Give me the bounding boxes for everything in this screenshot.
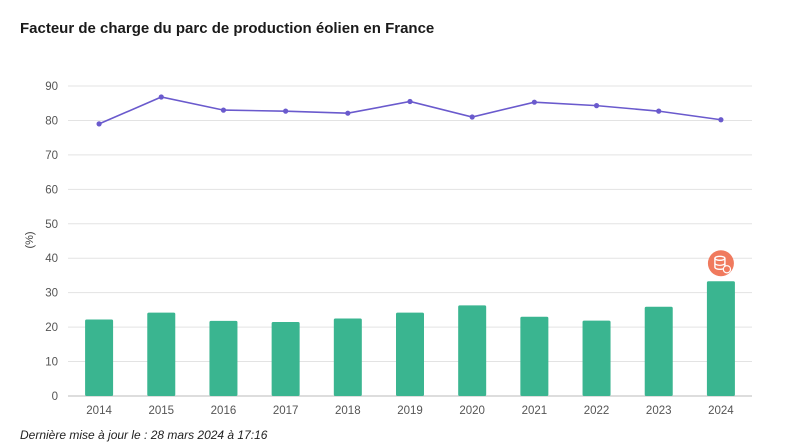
line-series: [96, 94, 724, 127]
x-tick-label: 2017: [273, 405, 299, 417]
line-point-2021[interactable]: [531, 99, 537, 105]
x-tick-label: 2023: [646, 405, 672, 417]
bar-2019[interactable]: [396, 312, 424, 396]
x-tick-label: 2018: [335, 405, 361, 417]
line-point-2018[interactable]: [345, 110, 351, 116]
bar-2014[interactable]: [85, 319, 114, 396]
y-tick-label: 0: [52, 391, 58, 403]
y-tick-label: 20: [45, 322, 58, 334]
x-tick-label: 2022: [584, 405, 610, 417]
x-tick-label: 2016: [211, 405, 237, 417]
y-tick-label: 60: [45, 184, 58, 196]
line-point-2014[interactable]: [96, 121, 102, 127]
y-tick-label: 90: [45, 81, 58, 93]
x-tick-label: 2015: [148, 405, 174, 417]
y-tick-label: 50: [45, 219, 58, 231]
x-tick-label: 2014: [86, 405, 112, 417]
line-point-2017[interactable]: [283, 108, 289, 114]
x-tick-labels: 2014 2015 2016 2017 2018 2019 2020 2021 2022 2023…: [86, 405, 734, 417]
bar-2021[interactable]: [520, 316, 549, 396]
x-tick-label: 2019: [397, 405, 423, 417]
y-tick-label: 40: [45, 253, 58, 265]
y-tick-label: 80: [45, 115, 58, 127]
line-point-2016[interactable]: [220, 107, 227, 113]
bar-2016[interactable]: [209, 320, 238, 396]
x-tick-label: 2021: [522, 405, 548, 417]
y-tick-label: 30: [45, 288, 58, 300]
bar-2024[interactable]: [706, 281, 735, 396]
line-point-2019[interactable]: [407, 98, 413, 105]
bar-series: [85, 281, 735, 396]
bar-2017[interactable]: [271, 321, 300, 396]
line-point-2015[interactable]: [158, 94, 164, 100]
database-badge-icon[interactable]: [707, 250, 734, 277]
bar-2020[interactable]: [458, 305, 487, 396]
x-tick-label: 2020: [459, 405, 485, 417]
line-point-2023[interactable]: [656, 108, 662, 114]
y-tick-label: 70: [45, 150, 58, 162]
line-point-2024[interactable]: [718, 117, 724, 123]
y-axis-label: (%): [24, 231, 36, 248]
bar-2018[interactable]: [333, 318, 362, 397]
last-update-text: Dernière mise à jour le : 28 mars 2024 à…: [20, 428, 268, 442]
bar-2015[interactable]: [147, 312, 176, 396]
bar-2023[interactable]: [644, 306, 673, 396]
x-tick-label: 2024: [708, 405, 734, 417]
chart-title: Facteur de charge du parc de production …: [20, 20, 435, 37]
bar-2022[interactable]: [582, 320, 611, 396]
y-tick-label: 10: [45, 357, 58, 369]
line-point-2022[interactable]: [593, 103, 600, 109]
line-point-2020[interactable]: [469, 114, 475, 120]
y-tick-labels: 0 10 20 30 40 50 60 70 80 90: [45, 81, 58, 403]
